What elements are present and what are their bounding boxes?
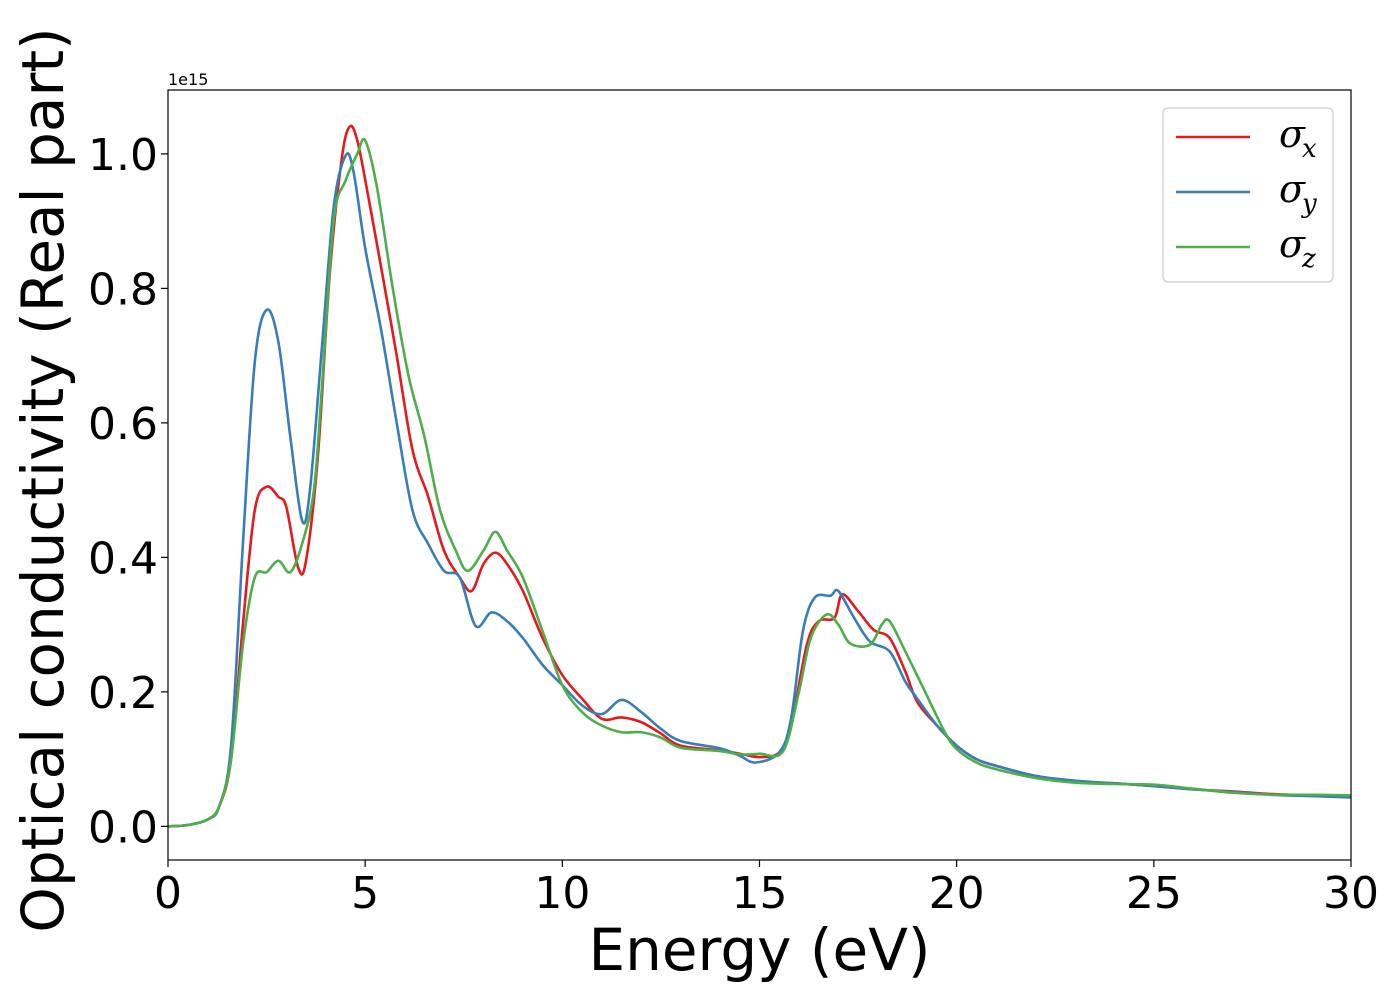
legend-label-z: σ — [1279, 222, 1306, 266]
x-tick-label: 15 — [732, 868, 788, 919]
series-line-z — [168, 137, 1351, 828]
y-tick-label: 0.8 — [88, 264, 158, 315]
x-tick-label: 10 — [534, 868, 590, 919]
legend-label-y: σ — [1279, 167, 1306, 211]
series-line-y — [168, 152, 1351, 828]
legend-sub-y: y — [1301, 189, 1317, 219]
y-tick-label: 0.2 — [88, 668, 158, 719]
y-tick-label: 0.4 — [88, 533, 158, 584]
y-tick-label: 0.6 — [88, 399, 158, 450]
plot-frame — [167, 89, 1352, 861]
legend-sub-x: x — [1302, 134, 1317, 164]
legend-box — [1162, 107, 1334, 283]
x-axis-label: Energy (eV) — [588, 916, 930, 984]
x-tick-label: 5 — [351, 868, 379, 919]
y-tick-label: 1.0 — [88, 130, 158, 181]
legend-label-x: σ — [1279, 112, 1306, 156]
axis-ticks: 0 5 10 15 20 25 30 0.0 0.2 0.4 0.6 0.8 1.0 — [88, 130, 1379, 919]
x-tick-label: 0 — [154, 868, 182, 919]
x-tick-label: 25 — [1126, 868, 1182, 919]
y-offset-text: 1e15 — [168, 70, 208, 89]
legend-sub-z: z — [1301, 244, 1316, 274]
x-tick-label: 30 — [1323, 868, 1379, 919]
y-axis-label: Optical conductivity (Real part) — [9, 27, 77, 932]
y-tick-label: 0.0 — [88, 802, 158, 853]
plot-area — [168, 124, 1351, 828]
x-tick-label: 20 — [929, 868, 985, 919]
